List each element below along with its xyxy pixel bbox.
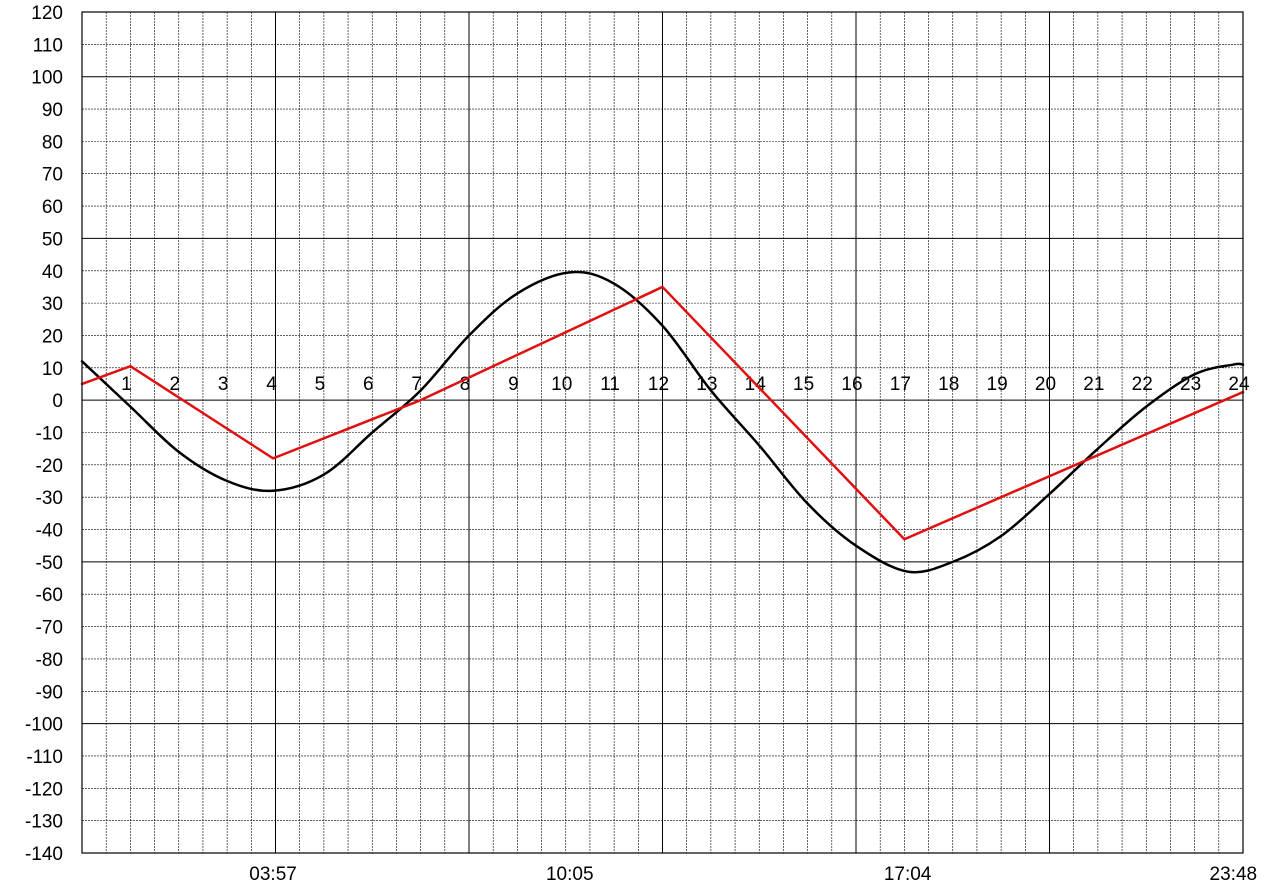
y-tick-label: -90 (36, 682, 63, 703)
series-line-red (80, 285, 1245, 541)
hour-label: 21 (1083, 374, 1104, 395)
hour-label: 9 (508, 374, 519, 395)
y-tick-label: -50 (36, 553, 63, 574)
plot-frame (81, 11, 1244, 854)
grid (82, 12, 1243, 853)
hour-label: 15 (793, 374, 814, 395)
y-tick-label: 70 (42, 165, 63, 186)
x-tick-label: 23:48 (1210, 864, 1258, 885)
y-tick-label: -30 (36, 488, 63, 509)
y-tick-label: 30 (42, 294, 63, 315)
y-tick-label: -10 (36, 424, 63, 445)
hour-label: 11 (600, 374, 620, 395)
y-tick-label: 80 (42, 132, 63, 153)
hour-label: 12 (648, 374, 669, 395)
hour-labels: 1 2 3 4 5 6 7 8 9 10 11 12 13 14 15 16 17 18 19 20 21 22 23 24 (121, 374, 1250, 395)
y-tick-label: 40 (42, 262, 63, 283)
hour-label: 18 (938, 374, 959, 395)
hour-label: 10 (551, 374, 572, 395)
hour-label: 19 (987, 374, 1008, 395)
y-tick-label: 50 (42, 229, 63, 250)
y-tick-label: -40 (36, 521, 63, 542)
hour-label: 3 (218, 374, 229, 395)
y-tick-label: -80 (36, 650, 63, 671)
hour-label: 24 (1228, 374, 1250, 395)
hour-label: 7 (411, 374, 422, 395)
hour-label: 1 (121, 374, 132, 395)
y-tick-label: 10 (42, 359, 63, 380)
y-tick-label: 20 (42, 326, 63, 347)
y-tick-label: 120 (31, 3, 63, 24)
hour-label: 17 (890, 374, 911, 395)
x-axis-ticks: 03:57 10:05 17:04 23:48 (249, 864, 1257, 885)
y-tick-label: -140 (25, 844, 63, 865)
y-tick-label: -60 (36, 585, 63, 606)
series-group (80, 270, 1245, 574)
y-tick-label: 90 (42, 100, 63, 121)
y-tick-label: -130 (25, 812, 63, 833)
x-tick-label: 10:05 (546, 864, 594, 885)
hour-label: 5 (315, 374, 326, 395)
hour-label: 2 (169, 374, 180, 395)
hour-label: 22 (1132, 374, 1153, 395)
y-tick-label: -100 (25, 715, 63, 736)
y-axis-ticks: 1201101009080706050403020100-10-20-30-40… (25, 3, 63, 865)
hour-label: 20 (1035, 374, 1056, 395)
hour-label: 8 (460, 374, 471, 395)
hour-label: 4 (266, 374, 277, 395)
y-tick-label: -120 (25, 779, 63, 800)
hour-label: 6 (363, 374, 374, 395)
x-tick-label: 17:04 (884, 864, 932, 885)
y-tick-label: 100 (31, 68, 63, 89)
y-tick-label: 110 (33, 35, 63, 56)
y-tick-label: 60 (42, 197, 63, 218)
y-tick-label: 0 (52, 391, 63, 412)
y-tick-label: -110 (26, 747, 63, 768)
x-tick-label: 03:57 (249, 864, 297, 885)
y-tick-label: -20 (36, 456, 63, 477)
y-tick-label: -70 (36, 618, 63, 639)
hour-label: 16 (841, 374, 862, 395)
